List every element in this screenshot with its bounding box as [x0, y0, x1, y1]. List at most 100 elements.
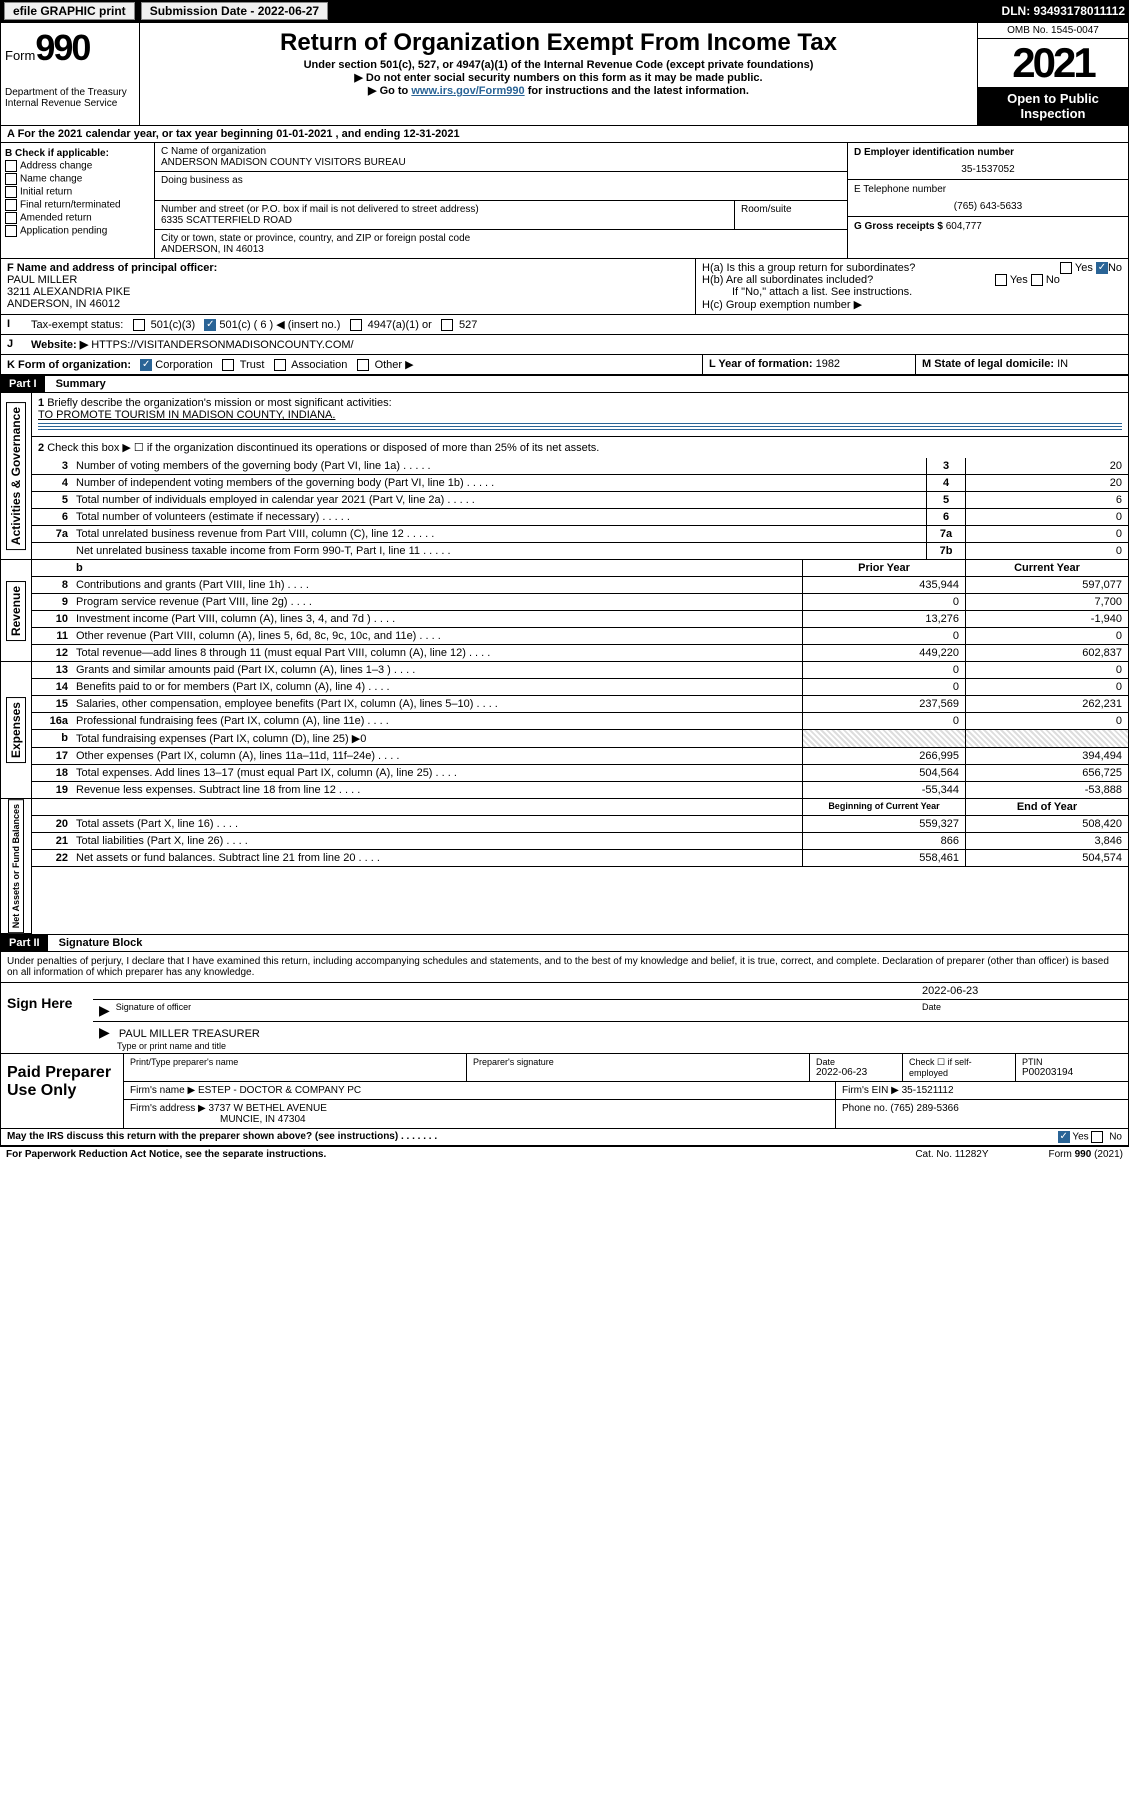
part2-hdr: Part II — [1, 935, 48, 951]
subtitle-3: ▶ Go to www.irs.gov/Form990 for instruct… — [148, 84, 969, 97]
dln-text: DLN: 93493178011112 — [1002, 4, 1125, 18]
gross-cell: G Gross receipts $ 604,777 — [848, 217, 1128, 236]
sig-name: PAUL MILLER TREASURER — [119, 1028, 260, 1040]
org-name-lbl: C Name of organization — [161, 146, 841, 157]
line1-cell: 1 Briefly describe the organization's mi… — [32, 393, 1128, 437]
omb-text: OMB No. 1545-0047 — [978, 23, 1128, 39]
l-val: 1982 — [816, 358, 840, 370]
cat-text: Cat. No. 11282Y — [915, 1149, 988, 1160]
title-box: Return of Organization Exempt From Incom… — [140, 23, 977, 126]
colb-opt[interactable]: Address change — [5, 160, 150, 172]
colb-opt[interactable]: Initial return — [5, 186, 150, 198]
efile-btn[interactable]: efile GRAPHIC print — [4, 2, 135, 20]
subtitle-1: Under section 501(c), 527, or 4947(a)(1)… — [148, 59, 969, 71]
hdr-beg: Beginning of Current Year — [802, 799, 965, 815]
sig-date-lbl: Date — [922, 1002, 1122, 1019]
sign-here-lbl: Sign Here — [1, 983, 93, 1053]
ein-val: 35-1537052 — [854, 164, 1122, 175]
colb-opt[interactable]: Amended return — [5, 212, 150, 224]
part2-title: Signature Block — [51, 935, 151, 951]
colb-opt[interactable]: Name change — [5, 173, 150, 185]
sig-officer-lbl: Signature of officer — [116, 1002, 922, 1019]
data-line: 21Total liabilities (Part X, line 26) . … — [32, 833, 1128, 850]
firm-name-lbl: Firm's name ▶ — [130, 1085, 195, 1096]
hdr-prior: Prior Year — [802, 560, 965, 576]
k-opt[interactable]: Other ▶ — [347, 359, 413, 371]
line1-lbl: Briefly describe the organization's miss… — [47, 397, 391, 409]
data-line: 19Revenue less expenses. Subtract line 1… — [32, 782, 1128, 799]
hdr-current: Current Year — [965, 560, 1128, 576]
colb-opt[interactable]: Final return/terminated — [5, 199, 150, 211]
col-b: B Check if applicable: Address changeNam… — [1, 143, 155, 258]
hc-text: H(c) Group exemption number ▶ — [702, 298, 1122, 311]
line1-val: TO PROMOTE TOURISM IN MADISON COUNTY, IN… — [38, 409, 1122, 421]
gov-line: 7aTotal unrelated business revenue from … — [32, 526, 1128, 543]
form-number: 990 — [35, 27, 89, 68]
irs-discuss-q: May the IRS discuss this return with the… — [7, 1131, 1058, 1143]
j-row: Website: ▶ HTTPS://VISITANDERSONMADISONC… — [25, 335, 1128, 354]
city-val: ANDERSON, IN 46013 — [161, 244, 841, 255]
firm-addr-lbl: Firm's address ▶ — [130, 1103, 206, 1114]
form-title: Return of Organization Exempt From Incom… — [148, 29, 969, 57]
part2-header: Part II Signature Block — [1, 934, 1128, 952]
self-emp-lbl: Check ☐ if self-employed — [903, 1054, 1016, 1081]
k-opt[interactable]: Trust — [213, 359, 265, 371]
i-opt[interactable]: ✓ 501(c) ( 6 ) ◀ (insert no.) — [195, 319, 340, 331]
i-label: I — [1, 315, 25, 334]
firm-name: ESTEP - DOCTOR & COMPANY PC — [198, 1085, 361, 1096]
part1-hdr: Part I — [1, 376, 45, 392]
gross-val: 604,777 — [946, 221, 982, 232]
pra-text: For Paperwork Reduction Act Notice, see … — [6, 1149, 915, 1160]
sub3-post: for instructions and the latest informat… — [525, 85, 749, 97]
tel-lbl: E Telephone number — [854, 184, 1122, 195]
ha-yes: Yes — [1075, 262, 1093, 274]
data-line: 14Benefits paid to or for members (Part … — [32, 679, 1128, 696]
data-line: 8Contributions and grants (Part VIII, li… — [32, 577, 1128, 594]
firm-ein-lbl: Firm's EIN ▶ — [842, 1085, 899, 1096]
firm-addr1: 3737 W BETHEL AVENUE — [209, 1103, 327, 1114]
k-opt[interactable]: Association — [264, 359, 347, 371]
sig-date: 2022-06-23 — [922, 985, 1122, 997]
form-main: Form990 Department of the Treasury Inter… — [0, 22, 1129, 1146]
irs-link[interactable]: www.irs.gov/Form990 — [411, 85, 524, 97]
gov-line: 4Number of independent voting members of… — [32, 475, 1128, 492]
gov-line: 6Total number of volunteers (estimate if… — [32, 509, 1128, 526]
phone-val: (765) 289-5366 — [890, 1103, 958, 1114]
k-lbl: K Form of organization: — [7, 359, 131, 371]
gross-lbl: G Gross receipts $ — [854, 221, 943, 232]
colb-opt[interactable]: Application pending — [5, 225, 150, 237]
i-opt[interactable]: 4947(a)(1) or — [340, 319, 431, 331]
row-a: A For the 2021 calendar year, or tax yea… — [1, 126, 1128, 143]
dba-lbl: Doing business as — [161, 175, 841, 186]
city-cell: City or town, state or province, country… — [155, 230, 847, 258]
line2-text: Check this box ▶ ☐ if the organization d… — [47, 442, 599, 454]
dept-text: Department of the Treasury — [5, 87, 135, 98]
i-opt[interactable]: 501(c)(3) — [126, 319, 195, 331]
l-lbl: L Year of formation: — [709, 358, 813, 370]
gov-line: Net unrelated business taxable income fr… — [32, 543, 1128, 560]
j-label: J — [1, 335, 25, 354]
data-line: 13Grants and similar amounts paid (Part … — [32, 662, 1128, 679]
submission-btn[interactable]: Submission Date - 2022-06-27 — [141, 2, 328, 20]
line2-cell: 2 Check this box ▶ ☐ if the organization… — [32, 437, 1128, 458]
officer-addr1: 3211 ALEXANDRIA PIKE — [7, 286, 689, 298]
sig-date-line: 2022-06-23 — [93, 983, 1128, 1000]
hb-text: H(b) Are all subordinates included? — [702, 274, 873, 286]
form-footer: Form 990 (2021) — [1049, 1149, 1123, 1160]
k-opt[interactable]: ✓ Corporation — [134, 359, 213, 371]
officer-name: PAUL MILLER — [7, 274, 689, 286]
data-line: 20Total assets (Part X, line 16) . . . .… — [32, 816, 1128, 833]
prep-date: 2022-06-23 — [816, 1067, 896, 1078]
i-opt[interactable]: 527 — [432, 319, 478, 331]
addr-val: 6335 SCATTERFIELD ROAD — [161, 215, 728, 226]
m-lbl: M State of legal domicile: — [922, 358, 1054, 370]
paid-lbl: Paid Preparer Use Only — [1, 1054, 124, 1128]
data-line: 17Other expenses (Part IX, column (A), l… — [32, 748, 1128, 765]
rev-label: Revenue — [6, 581, 26, 641]
net-label: Net Assets or Fund Balances — [8, 799, 24, 933]
data-line: 9Program service revenue (Part VIII, lin… — [32, 594, 1128, 611]
ha-text: H(a) Is this a group return for subordin… — [702, 262, 915, 274]
data-line: 11Other revenue (Part VIII, column (A), … — [32, 628, 1128, 645]
prep-date-lbl: Date — [816, 1057, 896, 1067]
part1-header: Part I Summary — [1, 375, 1128, 393]
